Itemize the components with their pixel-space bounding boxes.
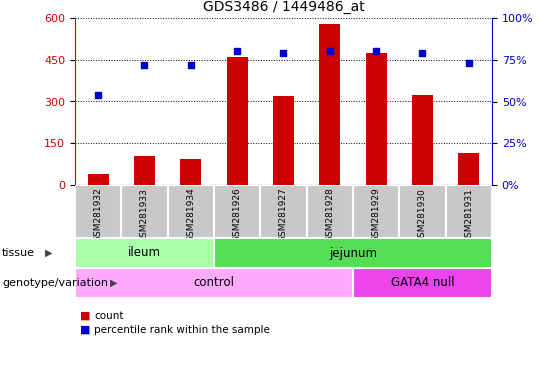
Text: GSM281930: GSM281930 [418,188,427,243]
Text: GSM281933: GSM281933 [140,188,149,243]
Text: GSM281931: GSM281931 [464,188,474,243]
Bar [75,268,353,298]
Bar [458,153,480,185]
Bar [260,185,307,238]
Point [233,48,241,55]
Bar [319,24,340,185]
Text: jejunum: jejunum [329,247,377,260]
Bar [366,53,387,185]
Point [326,48,334,55]
Text: ▶: ▶ [110,278,118,288]
Bar [227,57,248,185]
Point [186,62,195,68]
Text: GSM281926: GSM281926 [233,188,242,242]
Text: GATA4 null: GATA4 null [390,276,454,290]
Text: GSM281934: GSM281934 [186,188,195,242]
Bar [180,159,201,185]
Bar [75,238,214,268]
Bar [214,185,260,238]
Title: GDS3486 / 1449486_at: GDS3486 / 1449486_at [202,0,364,14]
Text: ▶: ▶ [45,248,52,258]
Bar [353,268,492,298]
Text: GSM281932: GSM281932 [93,188,103,242]
Bar [134,156,155,185]
Bar [400,185,446,238]
Text: percentile rank within the sample: percentile rank within the sample [94,325,270,335]
Bar [353,185,400,238]
Text: GSM281928: GSM281928 [325,188,334,242]
Point [418,50,427,56]
Bar [412,95,433,185]
Bar [167,185,214,238]
Point [372,48,381,55]
Text: control: control [193,276,234,290]
Text: tissue: tissue [2,248,35,258]
Text: genotype/variation: genotype/variation [2,278,108,288]
Bar [75,185,122,238]
Bar [87,174,109,185]
Point [140,62,149,68]
Text: ■: ■ [80,311,91,321]
Text: ileum: ileum [128,247,161,260]
Text: ■: ■ [80,325,91,335]
Bar [122,185,167,238]
Text: GSM281927: GSM281927 [279,188,288,242]
Bar [307,185,353,238]
Bar [446,185,492,238]
Bar [214,238,492,268]
Point [464,60,473,66]
Point [94,92,103,98]
Point [279,50,288,56]
Bar [273,96,294,185]
Text: count: count [94,311,124,321]
Text: GSM281929: GSM281929 [372,188,381,242]
